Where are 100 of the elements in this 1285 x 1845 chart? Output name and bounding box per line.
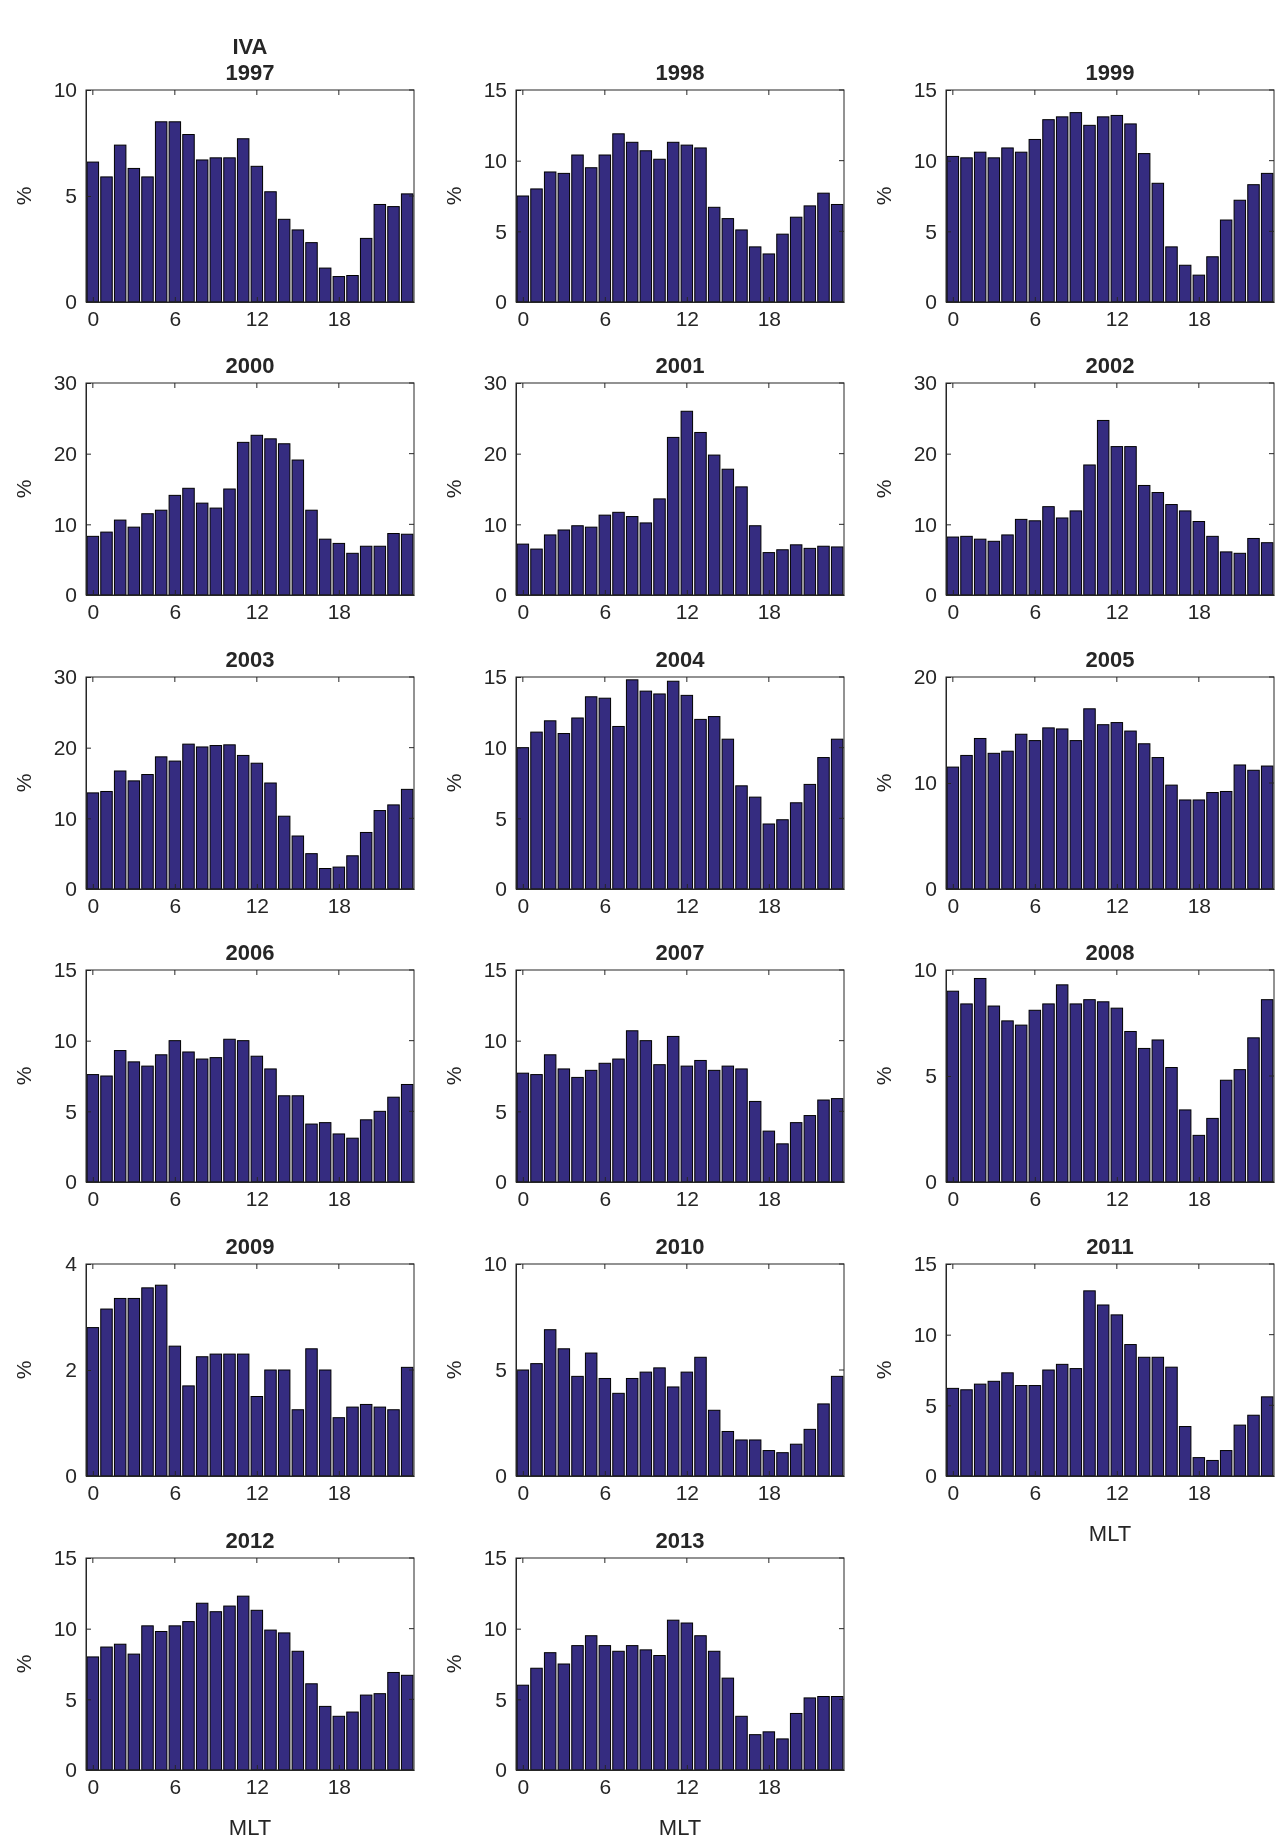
y-tick-label: 15 <box>53 1546 77 1570</box>
x-tick-label: 18 <box>757 1774 782 1798</box>
x-tick-label: 18 <box>757 893 782 917</box>
x-tick-label: 12 <box>675 306 700 330</box>
x-tick-label: 18 <box>327 1480 352 1504</box>
x-tick-label: 6 <box>169 1186 182 1210</box>
y-axis-title: % <box>12 1360 35 1380</box>
chart-title: 2012 <box>225 1528 275 1553</box>
x-tick-label: 6 <box>169 1774 182 1798</box>
y-tick-label: 10 <box>53 1616 77 1640</box>
y-tick-label: 30 <box>483 371 507 395</box>
x-tick-label: 0 <box>517 306 530 330</box>
y-tick-label: 0 <box>925 1170 937 1194</box>
chart-title: 2005 <box>1085 647 1135 672</box>
y-tick-label: 0 <box>495 1758 507 1782</box>
chart-title: 2013 <box>655 1528 705 1553</box>
x-tick-label: 12 <box>245 599 270 623</box>
y-tick-label: 0 <box>495 1464 507 1488</box>
y-tick-label: 15 <box>913 78 937 102</box>
y-tick-label: 5 <box>495 219 507 243</box>
y-tick-label: 0 <box>495 290 507 314</box>
y-tick-label: 10 <box>483 735 507 759</box>
x-tick-label: 18 <box>327 1186 352 1210</box>
x-tick-label: 18 <box>757 1186 782 1210</box>
x-tick-label: 18 <box>1187 599 1212 623</box>
chart-title: 2000 <box>225 353 275 378</box>
chart-title: 2010 <box>655 1234 705 1259</box>
y-tick-label: 5 <box>65 184 77 208</box>
y-tick-label: 10 <box>913 771 937 795</box>
x-tick-label: 12 <box>245 893 270 917</box>
chart-title: 2008 <box>1085 940 1135 965</box>
x-tick-label: 18 <box>757 1480 782 1504</box>
y-tick-label: 10 <box>483 148 507 172</box>
x-tick-label: 6 <box>169 306 182 330</box>
y-tick-label: 5 <box>925 1393 937 1417</box>
x-tick-label: 0 <box>517 599 530 623</box>
y-tick-label: 20 <box>483 441 507 465</box>
y-tick-label: 5 <box>65 1099 77 1123</box>
y-tick-label: 10 <box>483 512 507 536</box>
y-tick-label: 0 <box>65 877 77 901</box>
chart-title: 2004 <box>655 647 706 672</box>
y-tick-label: 15 <box>483 665 507 689</box>
y-tick-label: 15 <box>483 958 507 982</box>
x-tick-label: 0 <box>947 893 960 917</box>
x-tick-label: 12 <box>675 1774 700 1798</box>
y-tick-label: 30 <box>913 371 937 395</box>
chart-title: 2003 <box>225 647 275 672</box>
x-tick-label: 6 <box>1029 893 1042 917</box>
y-tick-label: 10 <box>483 1616 507 1640</box>
x-tick-label: 12 <box>1105 1186 1130 1210</box>
y-tick-label: 0 <box>65 583 77 607</box>
y-tick-label: 10 <box>913 958 937 982</box>
x-tick-label: 0 <box>517 893 530 917</box>
x-tick-label: 12 <box>245 1774 270 1798</box>
y-axis-title: % <box>872 1066 895 1086</box>
x-tick-label: 0 <box>947 1186 960 1210</box>
x-tick-label: 18 <box>1187 1186 1212 1210</box>
x-tick-label: 6 <box>599 893 612 917</box>
y-tick-label: 15 <box>913 1252 937 1276</box>
y-axis-title: % <box>872 773 895 793</box>
chart-title: 1998 <box>655 60 705 85</box>
y-tick-label: 5 <box>65 1687 77 1711</box>
x-tick-label: 6 <box>1029 1480 1042 1504</box>
x-tick-label: 12 <box>1105 306 1130 330</box>
y-tick-label: 10 <box>53 806 77 830</box>
y-tick-label: 5 <box>925 1064 937 1088</box>
x-tick-label: 0 <box>517 1186 530 1210</box>
x-tick-label: 0 <box>947 306 960 330</box>
y-tick-label: 20 <box>53 441 77 465</box>
y-tick-label: 0 <box>925 583 937 607</box>
y-axis-title: % <box>12 186 35 206</box>
y-tick-label: 10 <box>53 78 77 102</box>
x-tick-label: 18 <box>757 306 782 330</box>
y-tick-label: 0 <box>65 1170 77 1194</box>
y-axis-title: % <box>442 773 465 793</box>
x-tick-label: 12 <box>675 893 700 917</box>
y-tick-label: 5 <box>495 1358 507 1382</box>
y-tick-label: 4 <box>65 1252 78 1276</box>
x-tick-label: 0 <box>517 1480 530 1504</box>
x-tick-label: 18 <box>1187 1480 1212 1504</box>
x-tick-label: 12 <box>675 1186 700 1210</box>
x-tick-label: 12 <box>1105 599 1130 623</box>
x-tick-label: 0 <box>87 599 100 623</box>
y-axis-title: % <box>872 479 895 499</box>
x-tick-label: 0 <box>947 599 960 623</box>
chart-title: IVA <box>232 34 268 59</box>
y-tick-label: 15 <box>483 1546 507 1570</box>
x-tick-label: 0 <box>87 893 100 917</box>
x-axis-title: MLT <box>658 1815 702 1840</box>
y-tick-label: 0 <box>65 1464 77 1488</box>
y-axis-title: % <box>442 1654 465 1674</box>
y-axis-title: % <box>442 186 465 206</box>
y-tick-label: 0 <box>495 1170 507 1194</box>
x-tick-label: 18 <box>1187 306 1212 330</box>
chart-title: 2007 <box>655 940 705 965</box>
x-tick-label: 12 <box>245 1186 270 1210</box>
x-tick-label: 12 <box>675 599 700 623</box>
x-tick-label: 18 <box>757 599 782 623</box>
y-tick-label: 10 <box>53 512 77 536</box>
chart-title: 2006 <box>225 940 275 965</box>
